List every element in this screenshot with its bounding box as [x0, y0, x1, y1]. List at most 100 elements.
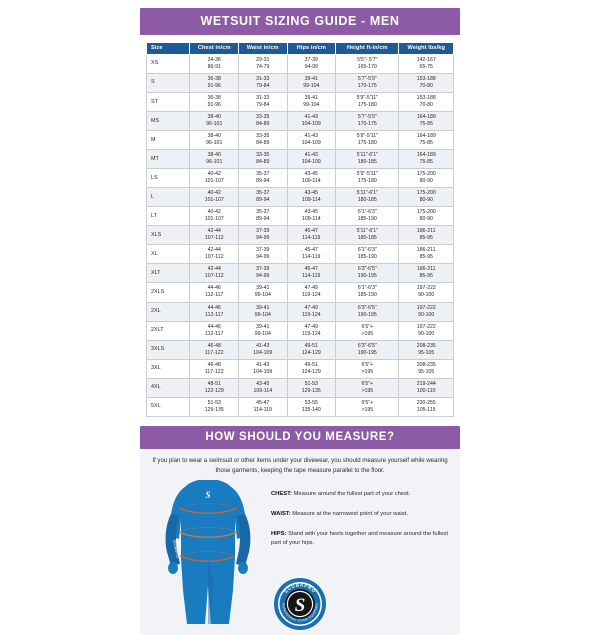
cell-height: 5'7"-5'9" 170-175 [335, 73, 400, 94]
cell-weight-metric: 90-100 [418, 330, 435, 337]
cell-chest: 40-42 101-107 [189, 187, 240, 208]
cell-weight: 142-167 65-75 [398, 54, 454, 75]
cell-chest-imperial: 38-40 [207, 152, 221, 159]
cell-weight-metric: 75-85 [419, 159, 433, 166]
cell-hips-metric: 109-114 [301, 197, 321, 204]
cell-hips-imperial: 47-49 [304, 304, 318, 311]
cell-chest-metric: 112-117 [205, 311, 224, 318]
cell-chest: 40-42 101-107 [189, 206, 240, 227]
column-header-chest: Chest in/cm [189, 41, 240, 56]
cell-chest-imperial: 51-53 [207, 399, 221, 406]
cell-height-metric: 185-190 [357, 254, 377, 261]
table-row: XLS 42-44 107-112 37-39 94-99 45-47 114-119 5'1… [145, 225, 454, 246]
table-row: 5XL 51-53 129-135 45-47 114-119 53-55 135-140 6… [145, 396, 454, 417]
cell-waist: 41-43 104-109 [238, 358, 288, 379]
tip-hips: HIPS: Stand with your heels together and… [271, 530, 451, 548]
measure-section: HOW SHOULD YOU MEASURE? If you plan to w… [140, 425, 460, 635]
cell-waist: 29-31 74-79 [238, 54, 288, 75]
cell-chest-imperial: 36-38 [207, 95, 221, 102]
cell-height-metric: 175-180 [357, 178, 377, 185]
table-row: S 36-38 91-96 31-33 79-84 39-41 99-104 5'7"-5'9… [145, 73, 454, 94]
cell-hips-imperial: 39-41 [304, 95, 318, 102]
cell-height-imperial: 5'11"-6'1" [356, 152, 378, 159]
cell-height-metric: 165-170 [357, 64, 377, 71]
cell-waist-metric: 114-119 [253, 406, 272, 413]
cell-height-imperial: 6'5"+ [361, 323, 374, 330]
cell-height: 5'11"-6'1" 180-185 [335, 149, 400, 170]
tip-waist-label: WAIST: [271, 510, 291, 517]
cell-size: M [145, 130, 191, 151]
table-header-row: Size Chest in/cm Waist in/cm Hips in/cm … [145, 41, 454, 56]
cell-chest-metric: 112-117 [205, 292, 224, 299]
cell-waist-imperial: 29-31 [256, 57, 270, 64]
cell-hips-imperial: 43-45 [304, 190, 318, 197]
cell-weight-imperial: 186-211 [416, 247, 436, 254]
cell-chest-metric: 101-107 [204, 216, 224, 223]
cell-chest-imperial: 34-36 [207, 57, 221, 64]
cell-waist: 33-35 84-89 [238, 111, 288, 132]
cell-weight: 164-189 75-85 [398, 130, 454, 151]
cell-height-metric: 190-195 [357, 311, 377, 318]
sizing-table-head: Size Chest in/cm Waist in/cm Hips in/cm … [145, 41, 454, 56]
cell-weight-metric: 95-105 [418, 368, 435, 375]
scubapro-logo-wrap: S SCUBAPRO PROFESSIONAL DIVING EQUIPMENT [140, 577, 460, 631]
cell-height-imperial: 5'7"-5'9" [357, 114, 377, 121]
cell-size: 4XL [145, 377, 191, 398]
cell-hips: 47-49 119-124 [286, 320, 337, 341]
cell-weight-metric: 70-80 [419, 83, 433, 90]
cell-weight: 175-200 80-90 [398, 206, 454, 227]
cell-hips-metric: 99-104 [303, 83, 320, 90]
cell-waist: 37-39 94-99 [238, 244, 288, 265]
cell-chest: 34-36 86-91 [189, 54, 240, 75]
cell-chest-metric: 107-112 [204, 235, 224, 242]
table-row: XS 34-36 86-91 29-31 74-79 37-39 94-99 5'5"- 5'… [145, 54, 454, 75]
tip-chest: CHEST: Measure around the fullest part o… [271, 490, 451, 499]
cell-waist-metric: 104-109 [253, 349, 273, 356]
cell-waist: 33-35 84-89 [238, 149, 288, 170]
cell-hips: 39-41 99-104 [286, 73, 337, 94]
cell-size: MS [145, 111, 191, 132]
cell-hips-metric: 119-124 [301, 292, 321, 299]
cell-height-imperial: 6'1"-6'3" [357, 209, 377, 216]
cell-chest-metric: 96-101 [206, 159, 223, 166]
cell-hips: 43-45 109-114 [286, 206, 337, 227]
cell-waist-imperial: 31-33 [256, 95, 270, 102]
cell-chest-metric: 122-129 [204, 387, 224, 394]
cell-weight-imperial: 175-200 [416, 171, 436, 178]
cell-waist: 37-39 94-99 [238, 225, 288, 246]
cell-weight-imperial: 186-211 [416, 228, 436, 235]
cell-weight: 186-211 85-95 [398, 244, 454, 265]
cell-weight: 230-255 105-115 [398, 396, 454, 417]
tip-chest-label: CHEST: [271, 490, 292, 497]
measure-intro-text: If you plan to wear a swimsuit or other … [152, 457, 448, 474]
cell-chest: 44-46 112-117 [189, 301, 240, 322]
cell-chest-metric: 91-96 [207, 102, 221, 109]
cell-height-imperial: 5'7"-5'9" [357, 76, 377, 83]
cell-hips: 47-49 119-124 [286, 282, 337, 303]
cell-chest: 51-53 129-135 [189, 396, 240, 417]
table-row: LT 40-42 101-107 35-37 89-94 43-45 109-114 6'1"… [145, 206, 454, 227]
cell-height: 6'1"-6'3" 185-190 [335, 206, 400, 227]
cell-hips-imperial: 37-39 [304, 57, 318, 64]
cell-weight-imperial: 219-244 [416, 380, 436, 387]
cell-waist: 31-33 79-84 [238, 92, 288, 113]
table-row: 2XLT 44-46 112-117 39-41 99-104 47-49 119-124 6… [145, 320, 454, 341]
table-row: 3XL 46-48 117-122 41-43 104-109 49-51 124-129 6… [145, 358, 454, 379]
cell-weight-metric: 85-95 [419, 273, 433, 280]
cell-waist-metric: 104-109 [253, 368, 273, 375]
table-row: ST 36-38 91-96 31-33 79-84 39-41 99-104 5'9"-5'… [145, 92, 454, 113]
cell-hips-imperial: 41-43 [304, 152, 318, 159]
cell-hips: 51-53 129-135 [286, 377, 337, 398]
cell-height: 5'11"-6'1" 180-185 [335, 187, 400, 208]
cell-weight-metric: 80-90 [419, 178, 433, 185]
cell-hips: 49-51 124-129 [286, 358, 337, 379]
cell-size: S [145, 73, 191, 94]
cell-size: LS [145, 168, 191, 189]
sizing-guide-page: WETSUIT SIZING GUIDE - MEN Size Chest in… [140, 8, 460, 635]
cell-weight-imperial: 208-235 [416, 361, 436, 368]
sizing-table: Size Chest in/cm Waist in/cm Hips in/cm … [145, 41, 454, 417]
cell-waist-imperial: 35-37 [256, 171, 270, 178]
cell-chest: 38-40 96-101 [189, 130, 240, 151]
cell-chest-imperial: 38-40 [207, 114, 221, 121]
cell-weight: 197-222 90-100 [398, 301, 454, 322]
